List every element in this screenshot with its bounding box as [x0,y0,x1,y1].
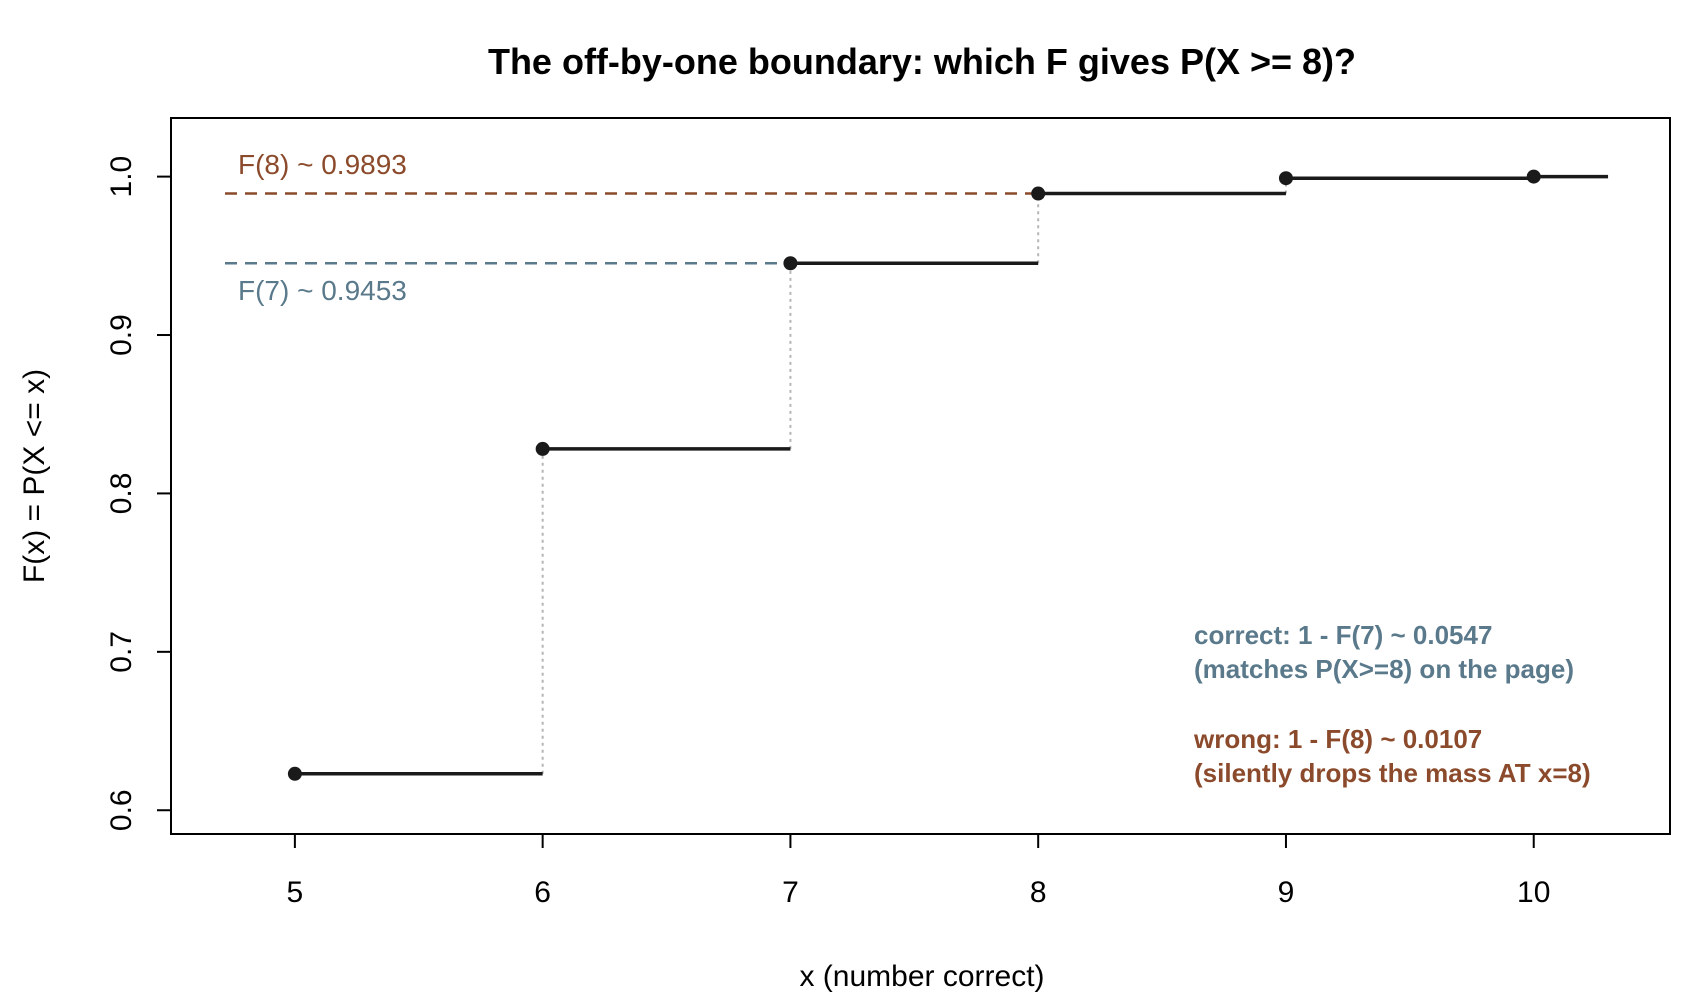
step-drop-lines [541,176,1535,774]
ref-label-f7: F(7) ~ 0.9453 [238,275,407,306]
note-wrong-line1: wrong: 1 - F(8) ~ 0.0107 [1193,724,1482,754]
x-tick-label-0: 5 [287,876,304,909]
step-segments [294,174,1609,776]
reference-lines [225,192,1039,265]
plot-frame [170,117,1671,835]
data-point-1 [535,441,550,456]
chart-title: The off-by-one boundary: which F gives P… [488,41,1356,82]
step-points [287,169,1541,781]
ref-label-f8: F(8) ~ 0.9893 [238,149,407,180]
x-tick-label-2: 7 [782,876,799,909]
note-correct-line2: (matches P(X>=8) on the page) [1194,654,1574,684]
y-tick-label-1: 0.7 [105,631,138,673]
y-tick-label-4: 1.0 [105,156,138,198]
x-tick-label-1: 6 [534,876,551,909]
note-correct-line1: correct: 1 - F(7) ~ 0.0547 [1194,620,1492,650]
y-tick-label-0: 0.6 [105,789,138,831]
x-axis: 5 6 7 8 9 10 [287,834,1550,909]
data-point-5 [1526,169,1541,184]
y-tick-label-2: 0.8 [105,473,138,515]
data-point-3 [1031,186,1046,201]
x-tick-label-4: 9 [1278,876,1295,909]
data-point-2 [783,256,798,271]
y-axis-label: F(x) = P(X <= x) [18,369,51,583]
x-tick-label-5: 10 [1517,876,1550,909]
data-point-0 [287,766,302,781]
x-axis-label: x (number correct) [799,960,1044,993]
note-wrong-line2: (silently drops the mass AT x=8) [1194,758,1591,788]
data-point-4 [1278,171,1293,186]
y-axis: 0.6 0.7 0.8 0.9 1.0 [105,156,171,831]
y-tick-label-3: 0.9 [105,314,138,356]
x-tick-label-3: 8 [1030,876,1047,909]
